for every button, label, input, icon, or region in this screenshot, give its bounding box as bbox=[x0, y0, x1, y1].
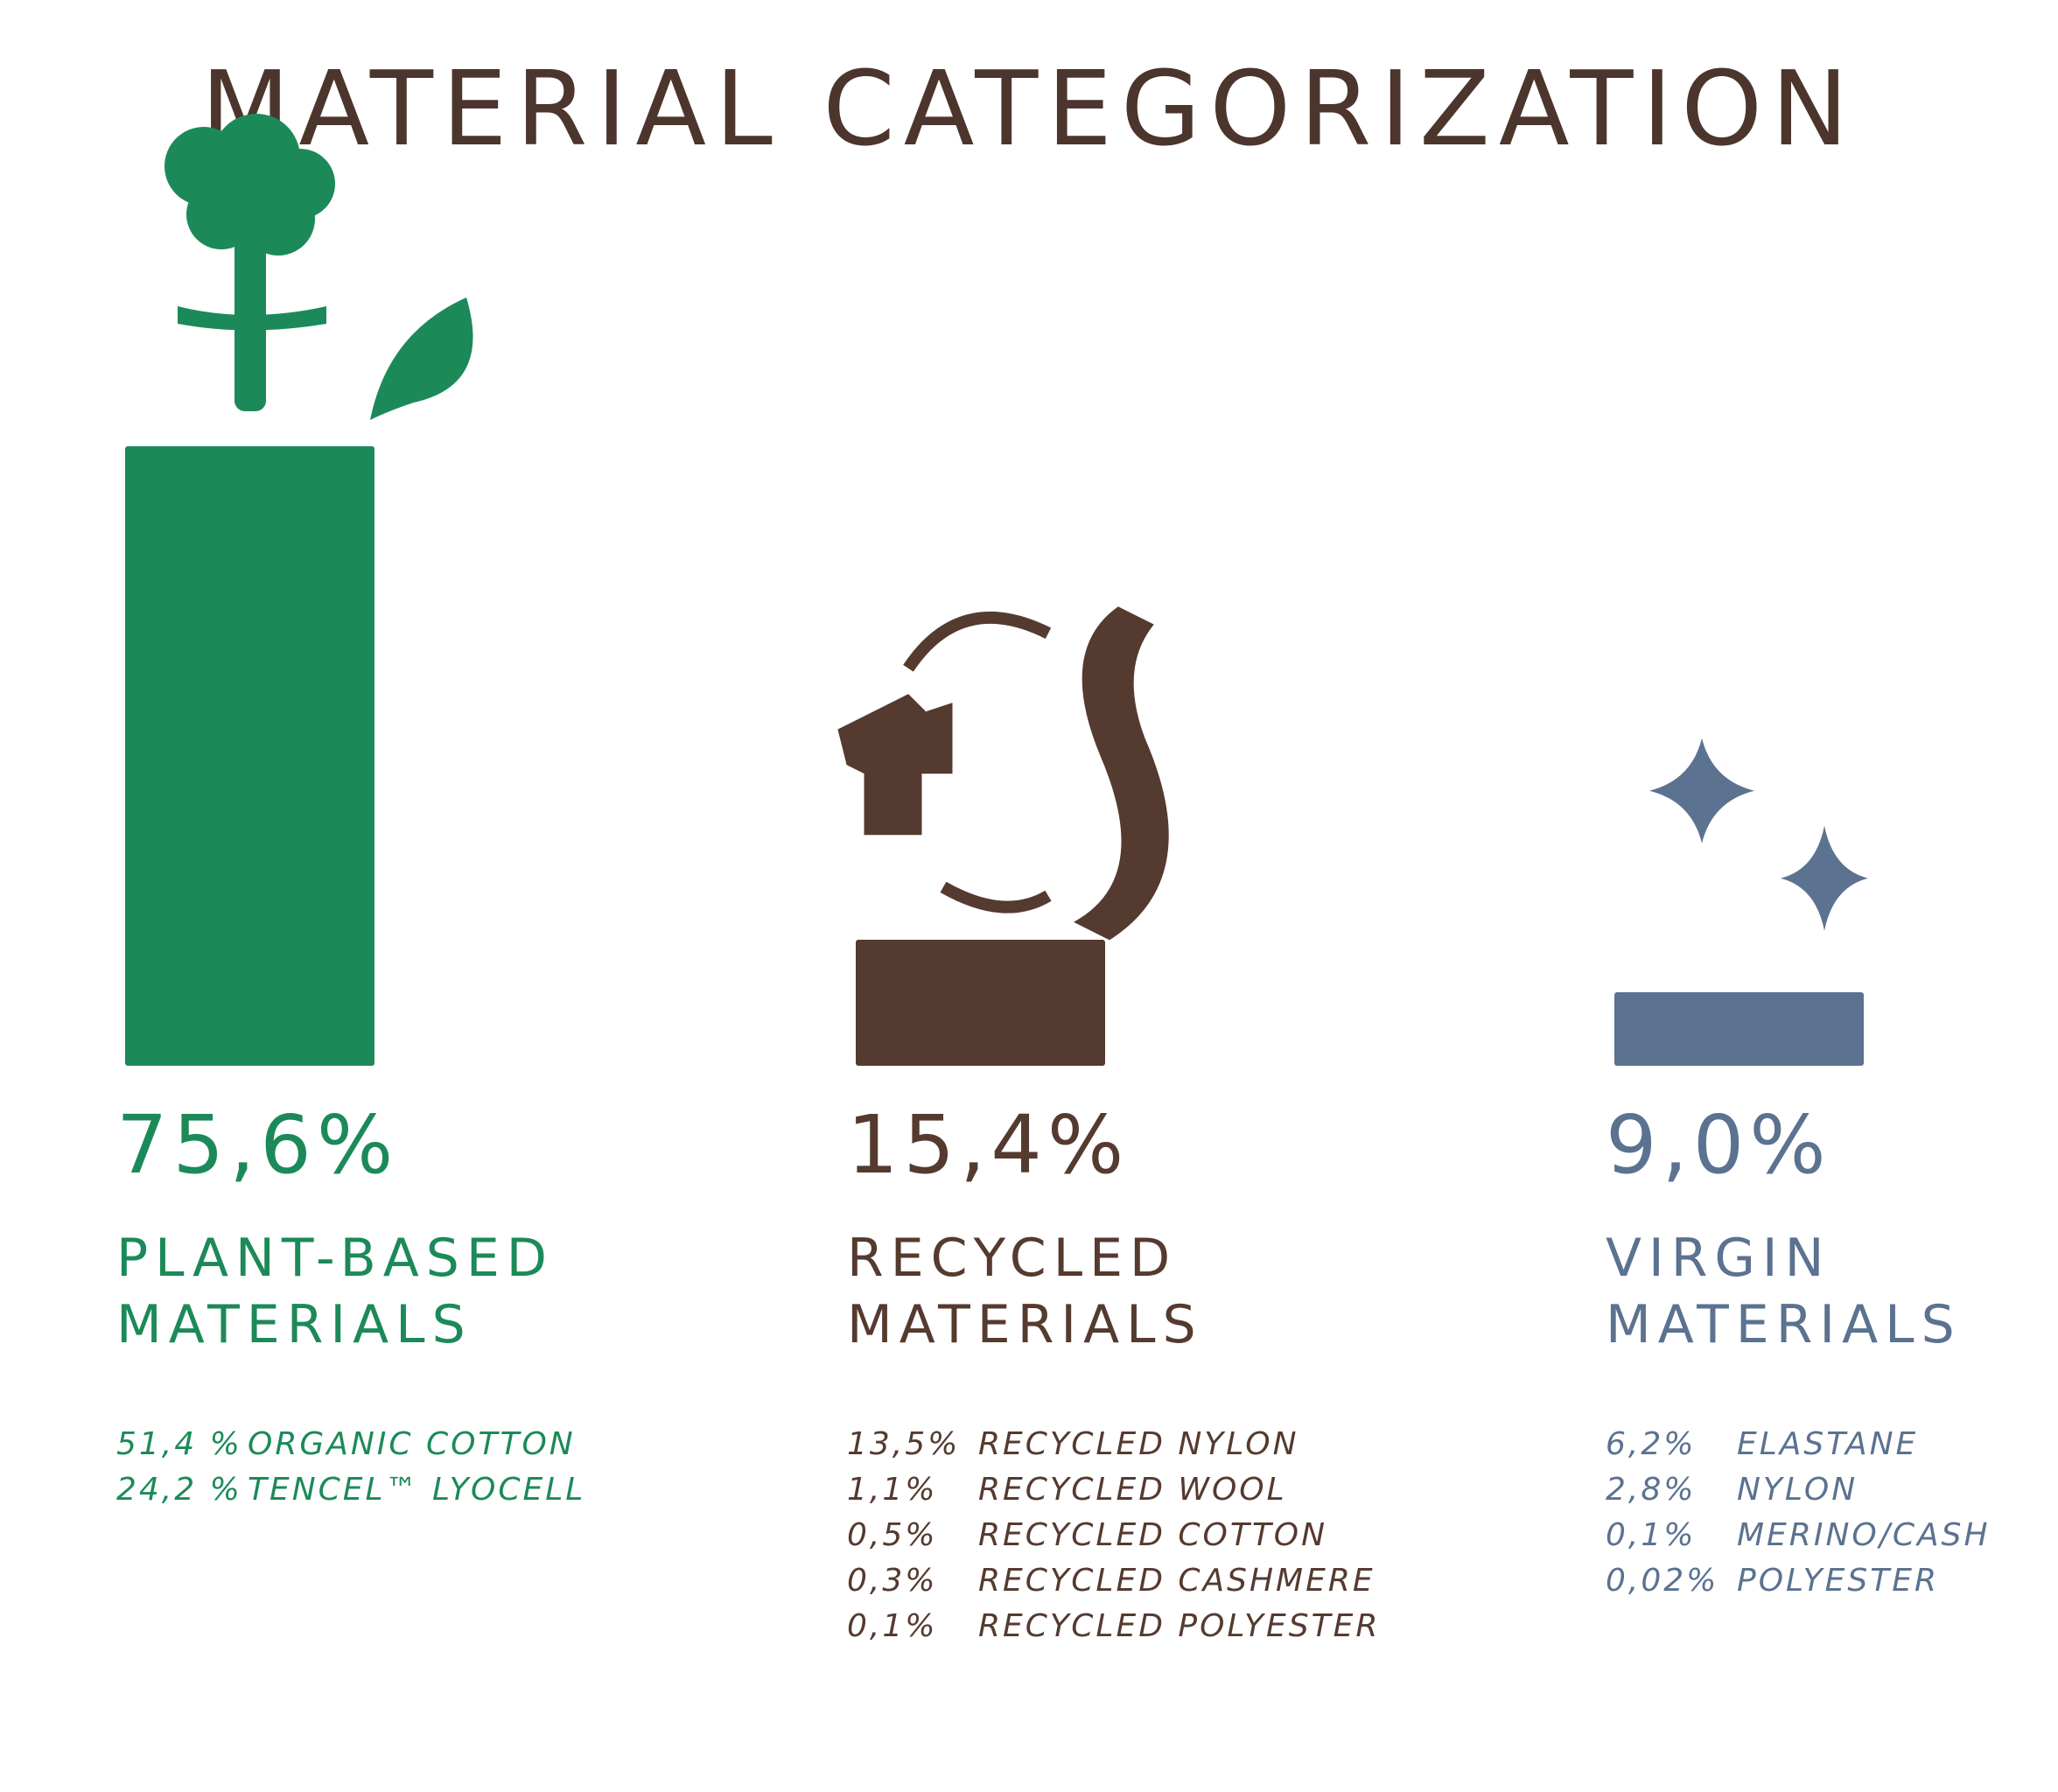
breakdown-list: 51,4 % ORGANIC COTTON 24,2 % TENCEL™ LYOCEL… bbox=[116, 1422, 585, 1513]
breakdown-percent: 1,1% bbox=[847, 1472, 938, 1508]
breakdown-name: RECYCLED POLYESTER bbox=[978, 1608, 1381, 1644]
breakdown-row: 1,1% RECYCLED WOOL bbox=[847, 1467, 1380, 1513]
bar bbox=[1614, 991, 1864, 1066]
breakdown-percent: 24,2 % bbox=[116, 1472, 242, 1508]
breakdown-row: 0,1% RECYCLED POLYESTER bbox=[847, 1604, 1380, 1649]
breakdown-percent: 2,8% bbox=[1606, 1472, 1697, 1508]
breakdown-percent: 0,1% bbox=[1606, 1517, 1697, 1553]
recycle-icon bbox=[837, 606, 1169, 941]
bar bbox=[856, 939, 1105, 1066]
value-label: 15,4% bbox=[847, 1098, 1130, 1192]
breakdown-percent: 0,02% bbox=[1606, 1563, 1719, 1599]
breakdown-percent: 0,3% bbox=[847, 1563, 938, 1599]
breakdown-row: 0,1% MERINO/CASH bbox=[1606, 1513, 1991, 1558]
breakdown-name: ORGANIC COTTON bbox=[248, 1426, 576, 1462]
breakdown-percent: 6,2% bbox=[1606, 1426, 1697, 1462]
breakdown-name: RECYCLED WOOL bbox=[978, 1472, 1287, 1508]
breakdown-percent: 13,5% bbox=[847, 1426, 961, 1462]
breakdown-row: 24,2 % TENCEL™ LYOCELL bbox=[116, 1467, 585, 1513]
breakdown-list: 13,5% RECYCLED NYLON 1,1% RECYCLED WOOL 0,5%… bbox=[847, 1422, 1380, 1649]
chart-title: MATERIAL CATEGORIZATION bbox=[200, 48, 1858, 169]
sparkle-icon bbox=[1649, 738, 1868, 931]
category-label: PLANT-BASED MATERIALS bbox=[116, 1228, 554, 1355]
breakdown-percent: 0,5% bbox=[847, 1517, 938, 1553]
breakdown-row: 2,8% NYLON bbox=[1606, 1467, 1991, 1513]
breakdown-name: ELASTANE bbox=[1737, 1426, 1919, 1462]
category-label: VIRGIN MATERIALS bbox=[1606, 1228, 1962, 1355]
value-label: 75,6% bbox=[116, 1098, 399, 1192]
breakdown-row: 0,3% RECYCLED CASHMERE bbox=[847, 1558, 1380, 1604]
breakdown-name: POLYESTER bbox=[1737, 1563, 1939, 1599]
breakdown-name: TENCEL™ LYOCELL bbox=[248, 1472, 586, 1508]
breakdown-row: 0,02% POLYESTER bbox=[1606, 1558, 1991, 1604]
plant-icon bbox=[164, 114, 473, 420]
breakdown-row: 13,5% RECYCLED NYLON bbox=[847, 1422, 1380, 1467]
bar bbox=[125, 446, 374, 1066]
category-label: RECYCLED MATERIALS bbox=[847, 1228, 1203, 1355]
breakdown-name: RECYCLED COTTON bbox=[978, 1517, 1328, 1553]
breakdown-list: 6,2% ELASTANE 2,8% NYLON 0,1% MERINO/CASH 0,02… bbox=[1606, 1422, 1991, 1604]
breakdown-name: MERINO/CASH bbox=[1737, 1517, 1991, 1553]
breakdown-percent: 0,1% bbox=[847, 1608, 938, 1644]
breakdown-name: RECYCLED CASHMERE bbox=[978, 1563, 1376, 1599]
breakdown-percent: 51,4 % bbox=[116, 1426, 242, 1462]
breakdown-row: 6,2% ELASTANE bbox=[1606, 1422, 1991, 1467]
value-label: 9,0% bbox=[1606, 1098, 1831, 1192]
breakdown-name: RECYCLED NYLON bbox=[978, 1426, 1299, 1462]
breakdown-name: NYLON bbox=[1737, 1472, 1858, 1508]
breakdown-row: 51,4 % ORGANIC COTTON bbox=[116, 1422, 585, 1467]
breakdown-row: 0,5% RECYCLED COTTON bbox=[847, 1513, 1380, 1558]
